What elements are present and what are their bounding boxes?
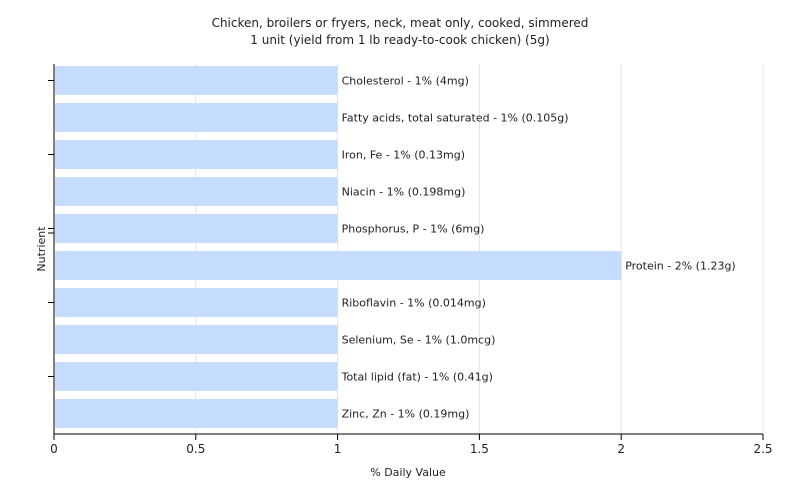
bar-protein	[55, 251, 622, 280]
bar-selenium-se	[55, 325, 338, 354]
axes: 0 0.5 1 1.5 2 2.5	[48, 64, 773, 456]
bar-total-lipid-fat	[55, 362, 338, 391]
bar-phosphorus-p	[55, 214, 338, 243]
bar-label: Fatty acids, total saturated - 1% (0.105…	[342, 112, 569, 125]
bar-label: Total lipid (fat) - 1% (0.41g)	[341, 371, 493, 384]
bar-riboflavin	[55, 288, 338, 317]
chart-title: Chicken, broilers or fryers, neck, meat …	[212, 16, 589, 30]
bar-niacin	[55, 177, 338, 206]
x-tick-label: 1.5	[470, 442, 489, 456]
bar-cholesterol	[55, 66, 338, 95]
x-tick-label: 0	[50, 442, 58, 456]
x-axis-label: % Daily Value	[370, 466, 446, 479]
chart-subtitle: 1 unit (yield from 1 lb ready-to-cook ch…	[250, 33, 549, 47]
bar-zinc-zn	[55, 399, 338, 428]
x-tick-label: 2	[617, 442, 625, 456]
bar-label: Riboflavin - 1% (0.014mg)	[342, 297, 486, 310]
x-tick-label: 1	[334, 442, 342, 456]
y-axis-label: Nutrient	[35, 226, 48, 272]
bars: Cholesterol - 1% (4mg) Fatty acids, total…	[55, 66, 736, 428]
bar-iron-fe	[55, 140, 338, 169]
bar-label: Protein - 2% (1.23g)	[625, 260, 736, 273]
bar-label: Cholesterol - 1% (4mg)	[342, 75, 469, 88]
bar-label: Zinc, Zn - 1% (0.19mg)	[342, 408, 470, 421]
x-tick-label: 0.5	[186, 442, 205, 456]
x-tick-label: 2.5	[753, 442, 772, 456]
bar-fatty-acids-total-saturated	[55, 103, 338, 132]
bar-label: Niacin - 1% (0.198mg)	[342, 186, 466, 199]
bar-label: Iron, Fe - 1% (0.13mg)	[342, 149, 465, 162]
bar-label: Selenium, Se - 1% (1.0mcg)	[342, 334, 496, 347]
bar-label: Phosphorus, P - 1% (6mg)	[342, 223, 485, 236]
